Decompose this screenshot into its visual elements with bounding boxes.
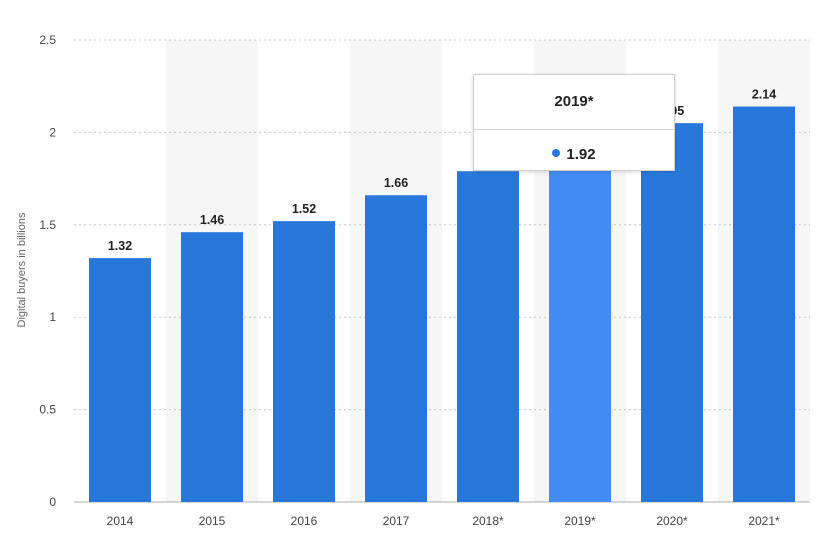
x-tick-label: 2014 [107,514,134,528]
x-tick-label: 2019* [564,514,596,528]
y-tick-label: 1 [49,310,56,324]
bars [89,106,795,502]
bar-2017[interactable] [365,195,427,502]
y-tick-label: 0.5 [39,403,56,417]
y-axis-label: Digital buyers in billions [16,212,28,327]
data-label: 1.46 [200,213,224,227]
bar-2014[interactable] [89,258,151,502]
x-tick-label: 2021* [748,514,780,528]
y-tick-label: 0 [49,495,56,509]
data-label: 1.66 [384,176,408,190]
tooltip-value: 1.92 [566,146,596,163]
bar-2021[interactable] [733,106,795,502]
bar-2018[interactable] [457,171,519,502]
data-label: 2.14 [752,88,776,102]
value-tooltip: 2019* 1.92 [473,74,675,171]
x-tick-label: 2015 [199,514,226,528]
x-tick-label: 2016 [291,514,318,528]
y-tick-label: 2 [49,125,56,139]
data-label: 1.52 [292,202,316,216]
bar-2016[interactable] [273,221,335,502]
y-axis-ticks: 0 0.5 1 1.5 2 2.5 [39,33,56,509]
tooltip-divider [474,129,674,130]
bar-2019[interactable] [549,147,611,502]
y-tick-label: 2.5 [39,33,56,47]
data-label: 1.32 [108,239,132,253]
x-tick-label: 2018* [472,514,504,528]
bar-2015[interactable] [181,232,243,502]
x-axis-ticks: 2014 2015 2016 2017 2018* 2019* 2020* 2021* [107,514,780,528]
x-tick-label: 2020* [656,514,688,528]
bar-2020[interactable] [641,123,703,502]
series-dot-icon [552,149,561,158]
y-tick-label: 1.5 [39,218,56,232]
tooltip-value-row: 1.92 [474,146,674,163]
x-tick-label: 2017 [383,514,410,528]
tooltip-title: 2019* [554,93,594,110]
